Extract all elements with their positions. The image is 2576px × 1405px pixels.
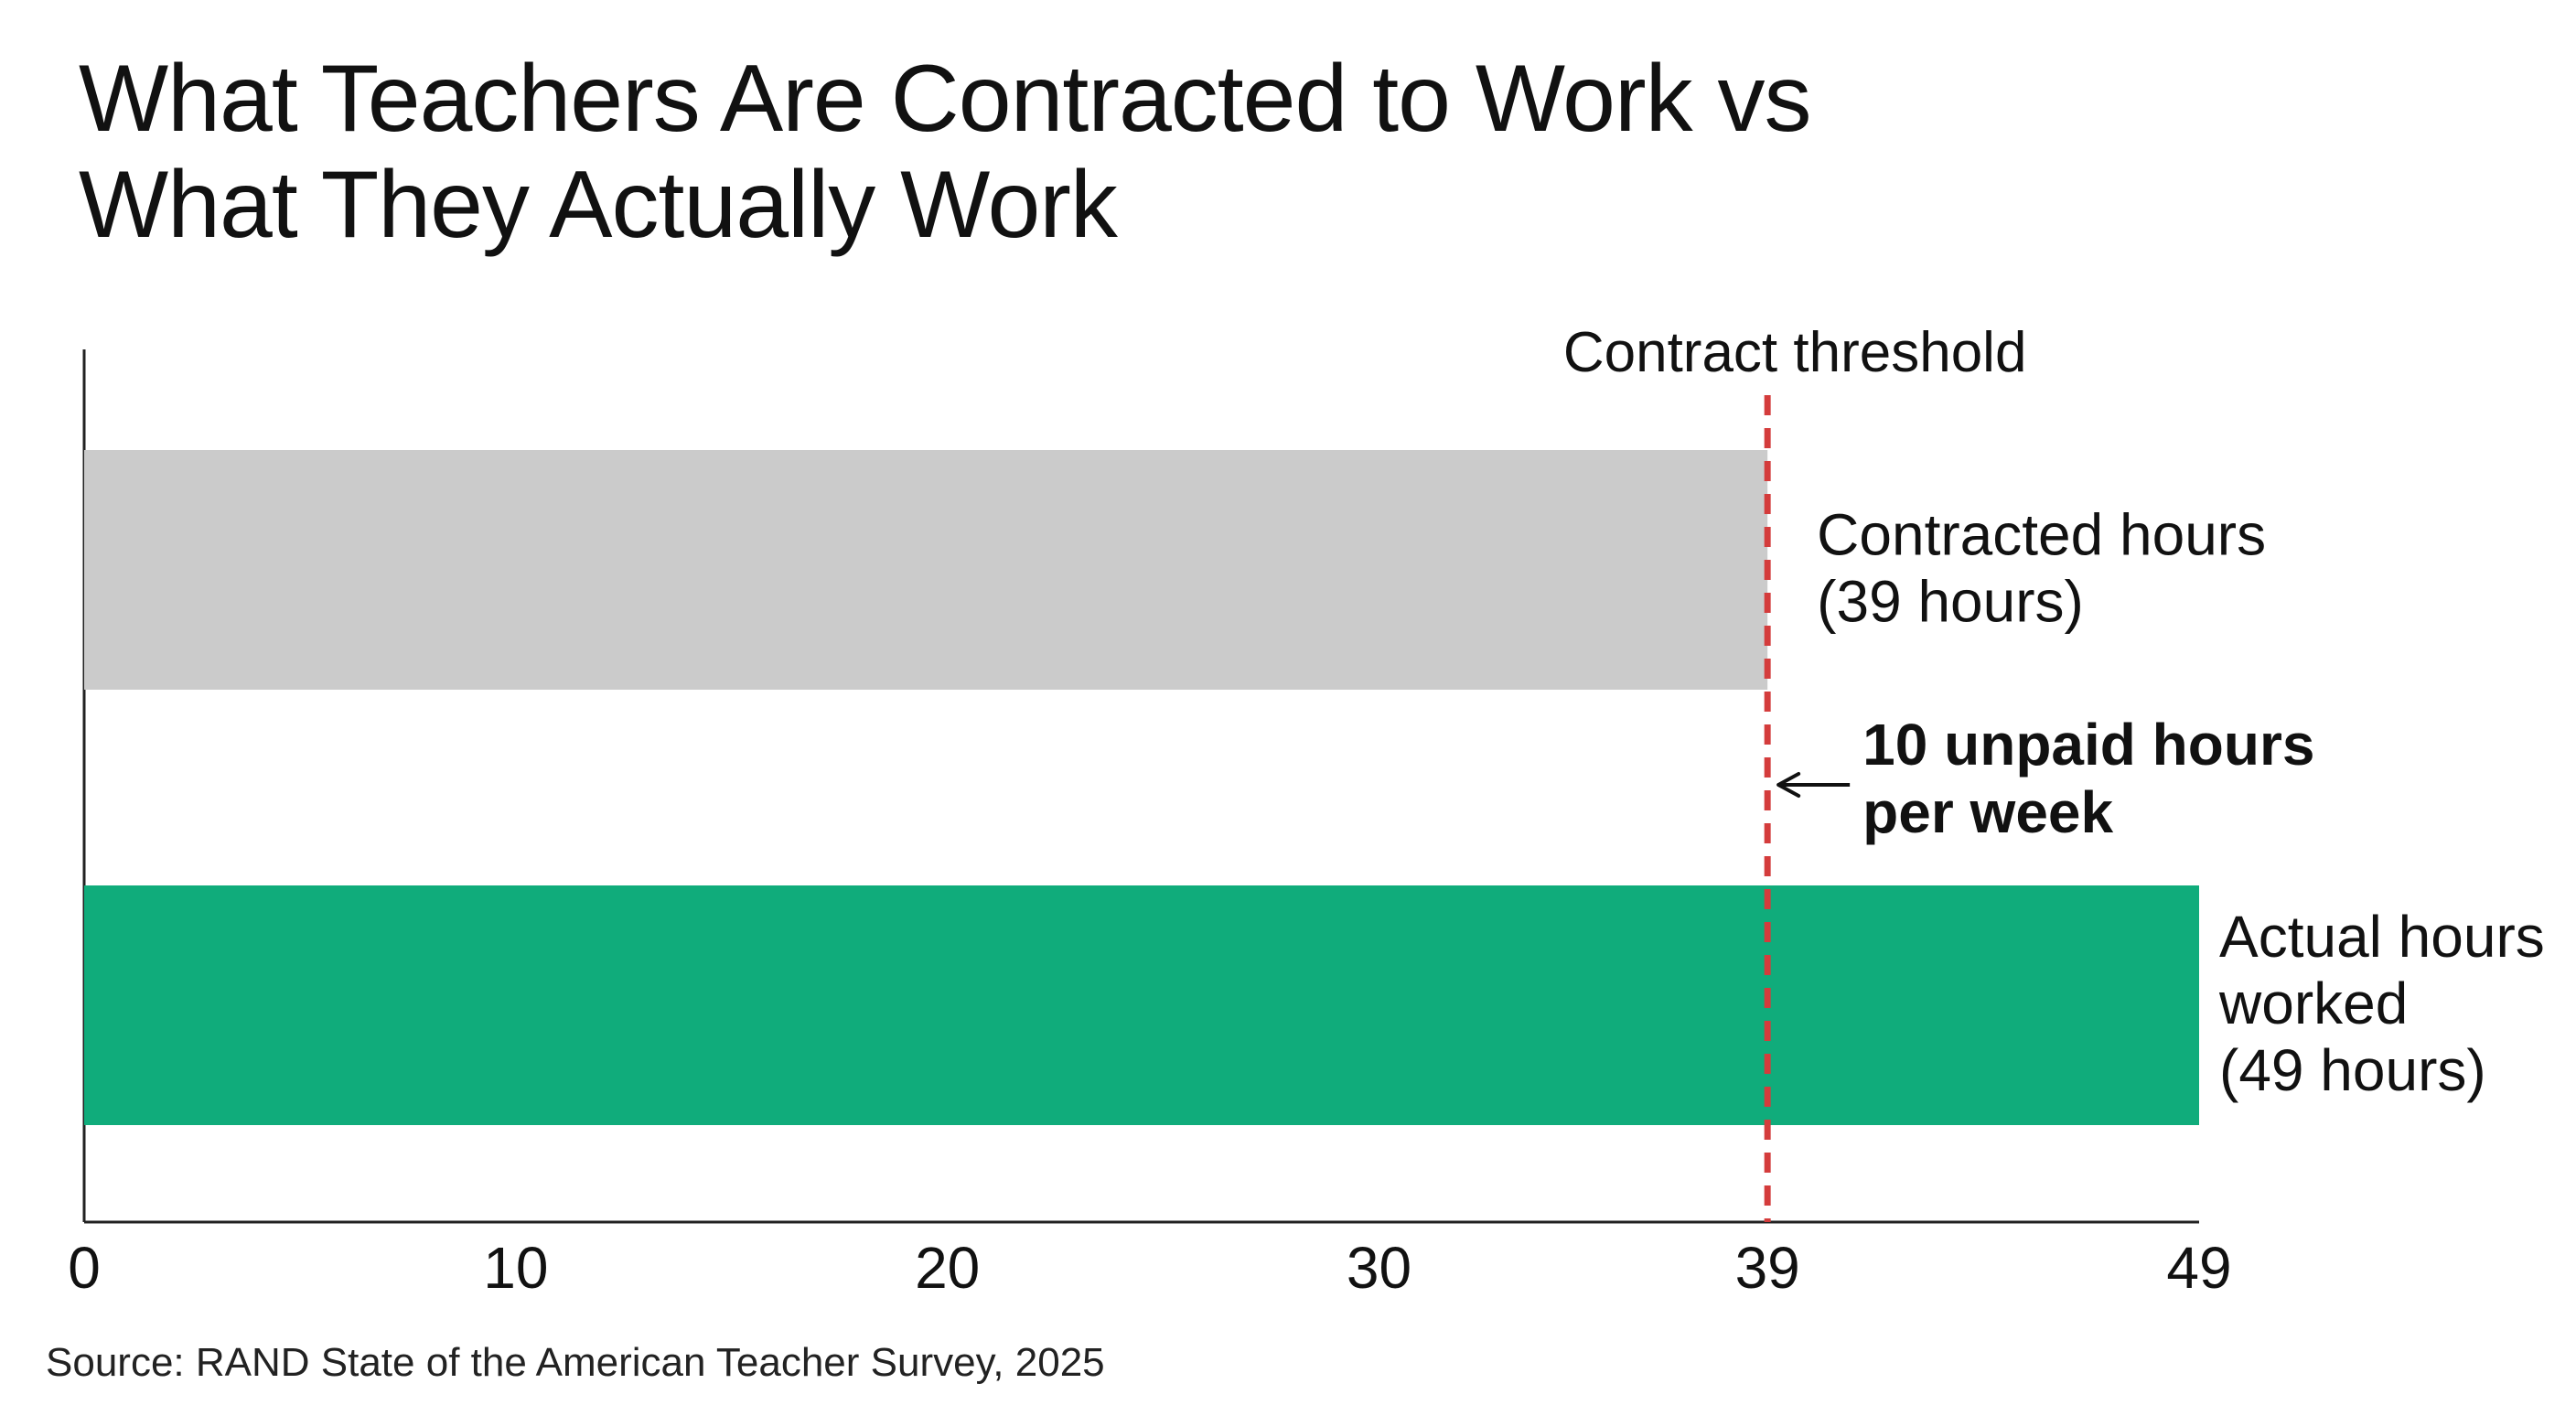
bar-label-1: Actual hours worked (49 hours) [2218, 904, 2545, 1103]
chart-title-line-1: What Teachers Are Contracted to Work vs [79, 46, 1812, 152]
chart-title-line-2: What They Actually Work [79, 152, 1118, 259]
bar-label-0-line-1: (39 hours) [1817, 569, 2084, 635]
annotation-arrow-head [1776, 772, 1801, 798]
annotation-text: 10 unpaid hours per week [1862, 712, 2314, 845]
bar-label-1-line-0: Actual hours [2219, 904, 2545, 970]
chart-title: What Teachers Are Contracted to Work vs … [79, 46, 2457, 259]
unpaid-hours-annotation: 10 unpaid hours per week [1776, 712, 2314, 845]
bar-label-0-line-0: Contracted hours [1817, 502, 2266, 568]
bars [84, 450, 2199, 1125]
x-tick-label-30: 30 [1347, 1235, 1411, 1301]
annotation-line-0: 10 unpaid hours [1862, 712, 2314, 778]
x-tick-labels: 0 10 20 30 39 49 [68, 1235, 2231, 1301]
x-tick-label-10: 10 [483, 1235, 548, 1301]
x-tick-label-20: 20 [915, 1235, 980, 1301]
bar-labels: Contracted hours (39 hours) Actual hours wo… [1817, 502, 2545, 1104]
threshold-label: Contract threshold [1563, 321, 2027, 384]
bar-label-1-line-1: worked [2218, 971, 2408, 1036]
threshold-marker: Contract threshold [1563, 321, 2027, 1222]
x-tick-label-0: 0 [68, 1235, 101, 1301]
bar-label-1-line-2: (49 hours) [2219, 1037, 2486, 1103]
x-tick-label-39: 39 [1735, 1235, 1800, 1301]
x-tick-label-49: 49 [2166, 1235, 2231, 1301]
bar-label-0: Contracted hours (39 hours) [1817, 502, 2266, 635]
annotation-line-1: per week [1862, 779, 2113, 845]
bar-0 [84, 450, 1768, 690]
source-note: Source: RAND State of the American Teach… [46, 1340, 1105, 1385]
bar-1 [84, 885, 2199, 1125]
